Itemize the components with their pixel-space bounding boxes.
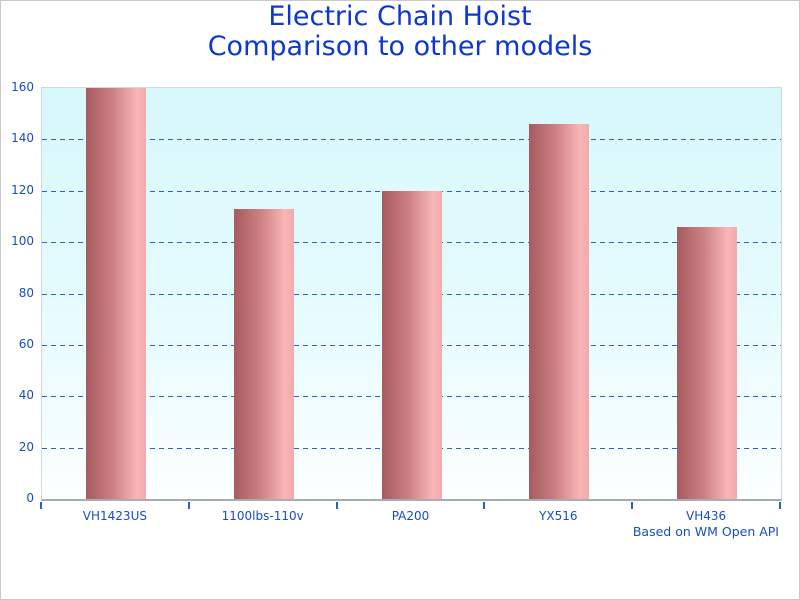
x-tick-mark	[187, 502, 190, 509]
y-tick-label: 0	[26, 491, 34, 505]
x-tick-label: YX516	[539, 509, 578, 523]
bar	[529, 123, 590, 499]
plot-area	[41, 87, 782, 501]
chart-title-line2: Comparison to other models	[207, 31, 593, 62]
chart-title: Electric Chain Hoist Comparison to other…	[1, 2, 799, 62]
gridline	[42, 139, 781, 141]
x-tick-mark	[631, 502, 634, 509]
y-tick-label: 20	[18, 439, 34, 454]
y-tick-label: 140	[11, 131, 34, 146]
x-tick-mark	[779, 502, 781, 509]
bar	[233, 208, 294, 499]
bar	[677, 226, 738, 499]
x-tick-mark	[483, 502, 486, 509]
y-tick-label: 60	[18, 336, 34, 351]
y-tick-label: 40	[18, 388, 34, 403]
bar	[85, 88, 146, 499]
footnote: Based on WM Open API	[632, 524, 779, 539]
chart-title-line1: Electric Chain Hoist	[268, 1, 532, 32]
y-tick-label: 100	[11, 234, 34, 249]
x-tick-label: PA200	[391, 509, 430, 523]
y-tick-label: 120	[11, 182, 34, 197]
x-tick-mark	[335, 502, 338, 509]
x-tick-label: 1100lbs-110v	[221, 509, 304, 523]
y-tick-label: 160	[11, 80, 34, 94]
x-tick-mark	[40, 502, 42, 509]
bar	[381, 190, 442, 499]
y-tick-label: 80	[18, 285, 34, 300]
x-tick-label: VH1423US	[82, 509, 147, 523]
x-tick-label: VH436	[686, 509, 727, 523]
